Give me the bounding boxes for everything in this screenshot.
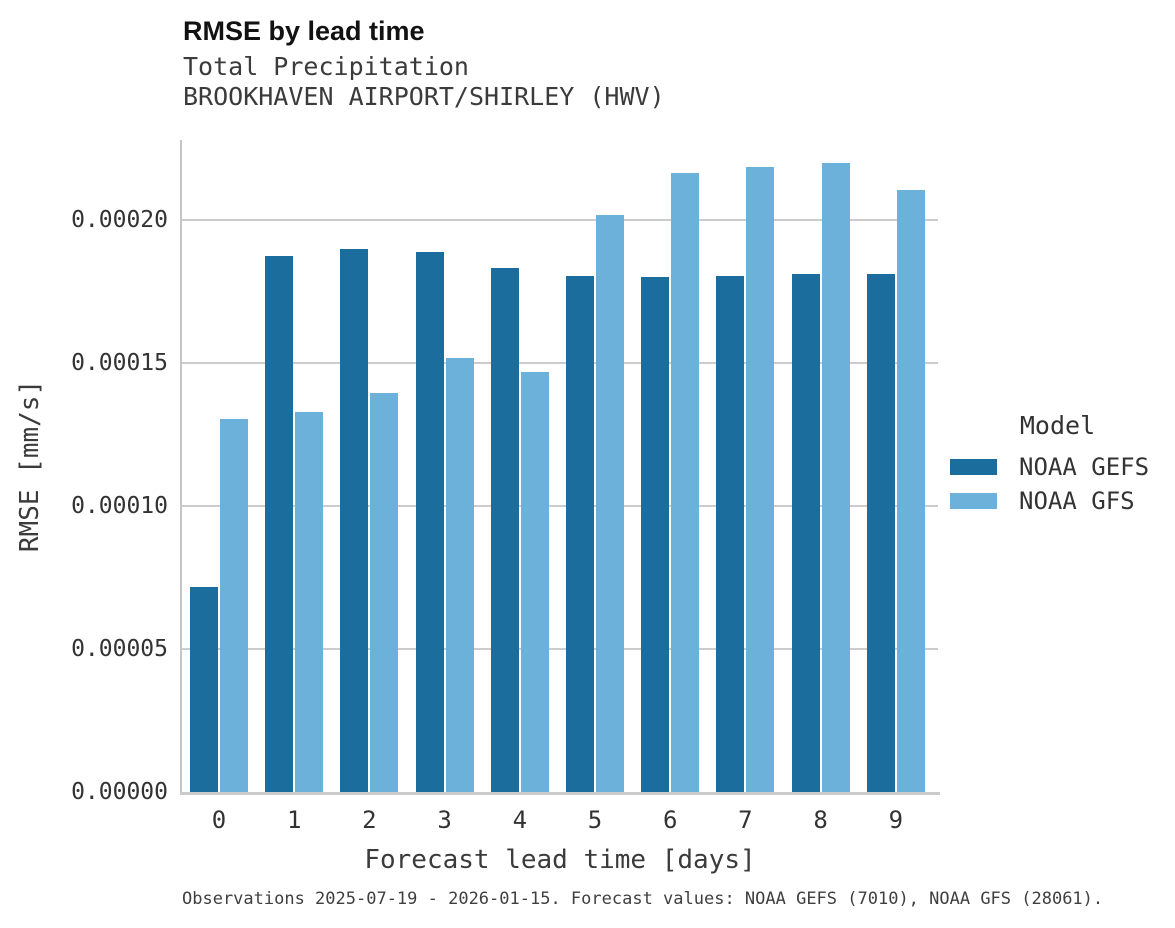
y-axis-label: RMSE [mm/s]: [15, 379, 45, 553]
bar-noaa-gfs-day-6: [671, 173, 700, 792]
bar-noaa-gefs-day-8: [791, 274, 820, 792]
bar-noaa-gefs-day-6: [641, 277, 670, 792]
legend-swatch-gefs-icon: [950, 459, 997, 475]
chart-subtitle-variable: Total Precipitation: [183, 52, 469, 81]
chart-subtitle-station: BROOKHAVEN AIRPORT/SHIRLEY (HWV): [183, 82, 665, 111]
gridline-y-0.00020: [182, 219, 938, 222]
bar-noaa-gfs-day-5: [596, 215, 624, 792]
bar-noaa-gfs-day-0: [220, 419, 248, 792]
x-axis-label: Forecast lead time [days]: [364, 845, 756, 875]
plot-area: [180, 140, 940, 795]
y-tick-label-0.00010: 0.00010: [71, 493, 168, 520]
x-tick-label-8: 8: [813, 806, 828, 834]
gridline-y-0.00005: [182, 648, 938, 651]
bar-noaa-gefs-day-3: [415, 252, 444, 792]
legend: Model NOAA GEFS NOAA GFS: [950, 411, 1165, 518]
y-tick-label-0.00020: 0.00020: [71, 207, 168, 234]
bar-noaa-gfs-day-9: [896, 190, 925, 792]
legend-swatch-gfs-icon: [950, 493, 997, 509]
x-tick-label-6: 6: [662, 806, 678, 834]
x-tick-label-3: 3: [437, 806, 452, 834]
bar-noaa-gefs-day-7: [716, 276, 745, 792]
gridline-y-0.00015: [182, 362, 938, 365]
bar-noaa-gfs-day-1: [295, 412, 324, 792]
legend-label-gefs: NOAA GEFS: [1019, 453, 1150, 481]
bar-noaa-gfs-day-2: [370, 393, 399, 792]
bar-noaa-gfs-day-7: [746, 167, 775, 792]
bar-noaa-gfs-day-4: [520, 372, 549, 792]
legend-entry-gefs: NOAA GEFS: [950, 450, 1165, 484]
legend-title: Model: [1019, 411, 1096, 440]
y-tick-label-0.00000: 0.00000: [71, 779, 168, 805]
y-axis-spine: [180, 140, 182, 795]
y-tick-label-0.00015: 0.00015: [71, 350, 168, 377]
bar-noaa-gefs-day-0: [190, 587, 218, 792]
x-tick-label-2: 2: [362, 806, 377, 834]
bar-noaa-gefs-day-9: [866, 274, 895, 792]
x-axis-spine: [180, 792, 940, 795]
x-tick-label-5: 5: [587, 806, 603, 834]
x-tick-label-4: 4: [512, 806, 528, 834]
legend-label-gfs: NOAA GFS: [1019, 487, 1135, 515]
bar-noaa-gfs-day-3: [445, 358, 474, 792]
legend-entry-gfs: NOAA GFS: [950, 484, 1165, 518]
bar-noaa-gefs-day-5: [566, 276, 594, 792]
x-tick-label-1: 1: [286, 806, 302, 834]
caption: Observations 2025-07-19 - 2026-01-15. Fo…: [182, 889, 1104, 909]
x-tick-label-9: 9: [888, 806, 904, 834]
bar-noaa-gfs-day-8: [821, 163, 850, 792]
bar-noaa-gefs-day-2: [340, 249, 369, 792]
gridline-y-0.00010: [182, 505, 938, 508]
bar-noaa-gefs-day-4: [490, 268, 519, 792]
y-tick-label-0.00005: 0.00005: [71, 636, 168, 663]
x-tick-label-0: 0: [211, 806, 227, 834]
bar-noaa-gefs-day-1: [265, 256, 294, 792]
x-tick-label-7: 7: [738, 806, 753, 834]
chart-title: RMSE by lead time: [183, 16, 425, 46]
